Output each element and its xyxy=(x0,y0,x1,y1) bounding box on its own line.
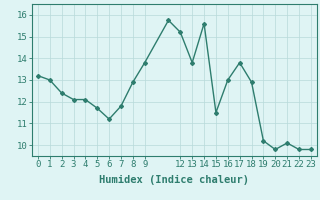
X-axis label: Humidex (Indice chaleur): Humidex (Indice chaleur) xyxy=(100,175,249,185)
